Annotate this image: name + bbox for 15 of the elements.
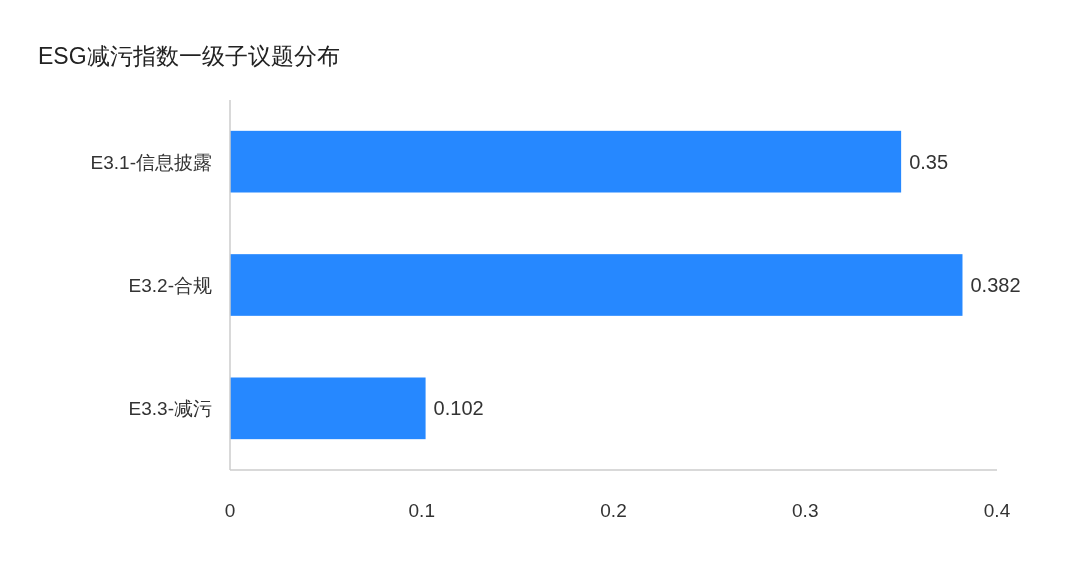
x-tick-label: 0.3 — [792, 500, 819, 521]
bar — [230, 254, 963, 316]
data-label: 0.35 — [909, 150, 949, 173]
bar — [230, 130, 902, 193]
data-label: 0.382 — [970, 274, 1021, 296]
y-tick-label: E3.2-合规 — [128, 275, 212, 296]
x-tick-label: 0.2 — [600, 500, 627, 521]
x-tick-label: 0 — [224, 500, 236, 521]
x-tick-label: 0.4 — [983, 500, 1011, 521]
y-tick-label: E3.1-信息披露 — [90, 151, 212, 173]
bar — [230, 377, 426, 440]
data-label: 0.102 — [433, 397, 484, 420]
x-tick-label: 0.1 — [408, 500, 435, 521]
chart-title: ESG减污指数一级子议题分布 — [38, 43, 340, 69]
y-tick-label: E3.3-减污 — [128, 398, 212, 420]
